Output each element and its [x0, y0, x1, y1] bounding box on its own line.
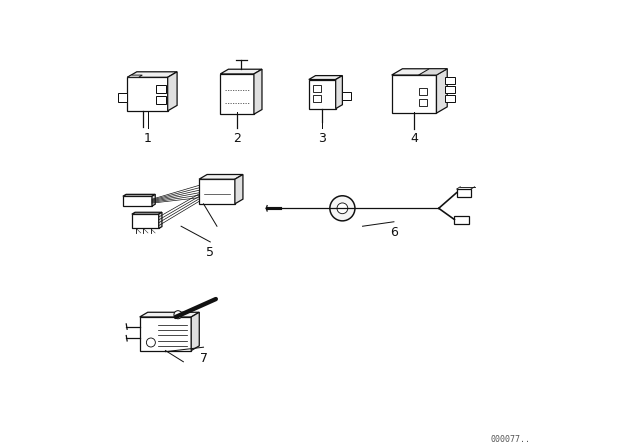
Polygon shape: [159, 212, 162, 228]
Bar: [156, 96, 166, 104]
Circle shape: [174, 311, 182, 319]
Polygon shape: [168, 72, 177, 111]
Bar: [445, 86, 455, 93]
Polygon shape: [235, 174, 243, 204]
Text: 1: 1: [143, 132, 152, 145]
Polygon shape: [220, 74, 254, 114]
Circle shape: [337, 203, 348, 214]
Circle shape: [147, 338, 156, 347]
Bar: [454, 216, 468, 224]
Polygon shape: [308, 76, 342, 79]
Bar: [342, 92, 351, 100]
Polygon shape: [140, 312, 199, 317]
Bar: [445, 77, 455, 84]
Polygon shape: [123, 196, 152, 206]
Polygon shape: [191, 312, 199, 350]
Text: 2: 2: [233, 132, 241, 145]
Bar: [314, 85, 321, 91]
Bar: [118, 93, 127, 102]
Polygon shape: [140, 317, 191, 350]
Bar: [419, 88, 427, 95]
Text: 6: 6: [390, 226, 398, 239]
Text: 7: 7: [200, 352, 207, 365]
Bar: [156, 85, 166, 93]
Polygon shape: [123, 194, 156, 196]
Polygon shape: [199, 174, 243, 179]
Polygon shape: [132, 214, 159, 228]
Polygon shape: [127, 77, 168, 111]
Polygon shape: [392, 75, 436, 113]
Polygon shape: [392, 69, 447, 75]
Circle shape: [330, 196, 355, 221]
Polygon shape: [419, 69, 447, 75]
Bar: [445, 95, 455, 102]
Polygon shape: [132, 212, 162, 214]
Text: 000077..: 000077..: [490, 435, 531, 444]
Bar: [457, 189, 471, 197]
Bar: [314, 95, 321, 102]
Text: 5: 5: [206, 246, 214, 259]
Bar: [419, 99, 427, 106]
Polygon shape: [254, 69, 262, 114]
Polygon shape: [335, 76, 342, 108]
Polygon shape: [199, 179, 235, 204]
Polygon shape: [127, 72, 177, 77]
Polygon shape: [436, 69, 447, 113]
Polygon shape: [127, 75, 142, 77]
Text: 4: 4: [410, 132, 418, 145]
Text: 3: 3: [318, 132, 326, 145]
Polygon shape: [220, 69, 262, 74]
Polygon shape: [308, 79, 335, 108]
Polygon shape: [152, 194, 156, 206]
